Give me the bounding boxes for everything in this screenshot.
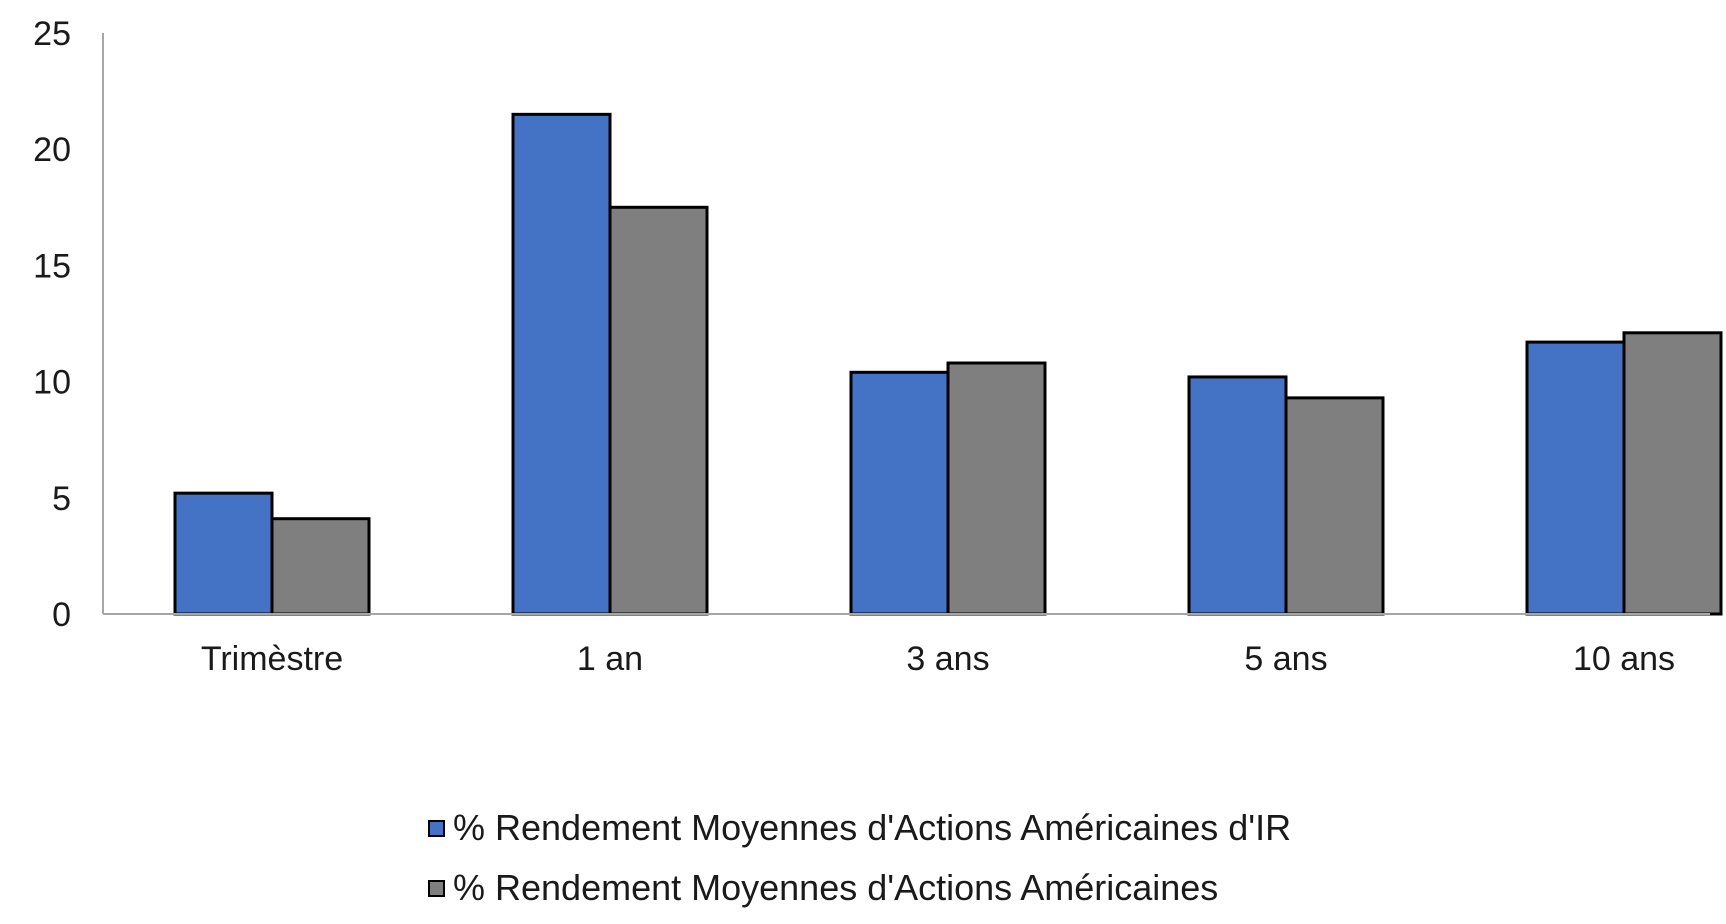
bar-series-2-2 [946,361,1047,616]
bar-series-2-0 [270,517,371,616]
bar-series-2-1 [608,205,709,616]
bar-series-1-1 [511,112,612,616]
legend: % Rendement Moyennes d'Actions Américain… [428,798,1291,918]
legend-item-series-2: % Rendement Moyennes d'Actions Américain… [428,858,1291,918]
x-tick-label-1: 1 an [577,640,643,678]
y-tick-label-2: 10 [33,364,71,402]
bar-series-1-4 [1525,340,1626,616]
bars [173,112,1723,616]
x-tick-label-3: 5 ans [1244,640,1327,678]
y-tick-label-4: 20 [33,131,71,169]
y-tick-label-3: 15 [33,247,71,285]
y-tick-label-5: 25 [33,15,71,53]
legend-label-series-2: % Rendement Moyennes d'Actions Américain… [453,867,1219,908]
y-axis-tick-labels: 0 5 10 15 20 25 [33,15,71,634]
x-tick-label-0: Trimèstre [201,640,343,678]
bar-series-2-4 [1622,331,1723,616]
legend-label-series-1: % Rendement Moyennes d'Actions Américain… [453,807,1292,848]
y-tick-label-1: 5 [52,480,71,518]
legend-swatch-series-2 [428,879,445,897]
x-tick-label-4: 10 ans [1573,640,1675,678]
x-tick-label-2: 3 ans [906,640,989,678]
x-axis-tick-labels: Trimèstre 1 an 3 ans 5 ans 10 ans [201,640,1675,678]
legend-swatch-series-1 [428,819,445,837]
bar-series-2-3 [1284,396,1385,616]
bar-series-1-3 [1187,375,1288,616]
y-tick-label-0: 0 [52,596,71,634]
legend-item-series-1: % Rendement Moyennes d'Actions Américain… [428,798,1291,858]
bar-series-1-0 [173,491,274,616]
bar-series-1-2 [849,370,950,616]
